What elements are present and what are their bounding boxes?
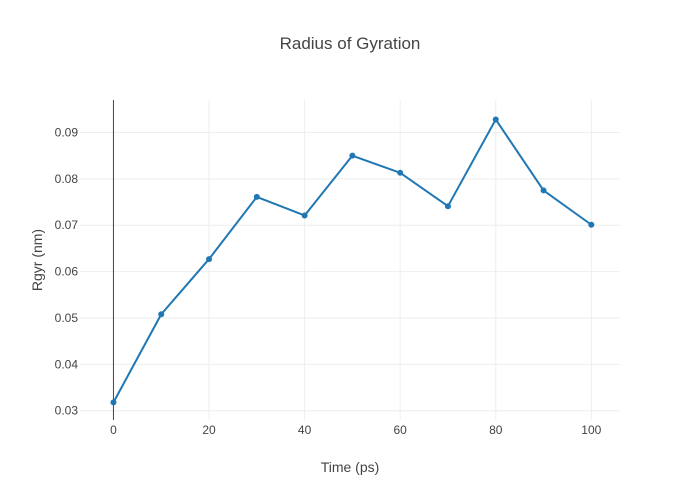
x-tick-label: 0 bbox=[110, 423, 117, 437]
chart-title: Radius of Gyration bbox=[279, 34, 421, 53]
data-point bbox=[301, 212, 308, 219]
data-point bbox=[206, 256, 213, 263]
data-point bbox=[158, 311, 165, 318]
data-point bbox=[540, 187, 547, 194]
x-axis-title: Time (ps) bbox=[321, 459, 380, 475]
y-axis-title: Rgyr (nm) bbox=[29, 229, 45, 291]
y-tick-label: 0.04 bbox=[55, 357, 79, 371]
data-point bbox=[397, 169, 404, 176]
data-point bbox=[349, 152, 356, 159]
y-tick-label: 0.05 bbox=[55, 311, 79, 325]
data-point bbox=[444, 203, 451, 210]
y-tick-label: 0.09 bbox=[55, 125, 79, 139]
data-point bbox=[110, 399, 117, 406]
y-tick-label: 0.08 bbox=[55, 172, 79, 186]
series-line bbox=[112, 118, 592, 403]
x-tick-label: 100 bbox=[581, 423, 601, 437]
x-tick-label: 80 bbox=[489, 423, 503, 437]
data-point bbox=[588, 221, 595, 228]
y-tick-label: 0.03 bbox=[55, 404, 79, 418]
x-tick-label: 40 bbox=[298, 423, 312, 437]
y-tick-label: 0.06 bbox=[55, 265, 79, 279]
data-point bbox=[492, 116, 499, 123]
y-tick-label: 0.07 bbox=[55, 218, 79, 232]
x-tick-label: 60 bbox=[393, 423, 407, 437]
axis-layer: 0 20 40 60 80 100 0.03 0.04 0.05 0.06 0.07 0.08 0.09 bbox=[55, 100, 602, 437]
data-point bbox=[253, 193, 260, 200]
x-tick-label: 20 bbox=[202, 423, 216, 437]
grid-layer bbox=[80, 100, 620, 420]
series-layer bbox=[110, 116, 595, 406]
